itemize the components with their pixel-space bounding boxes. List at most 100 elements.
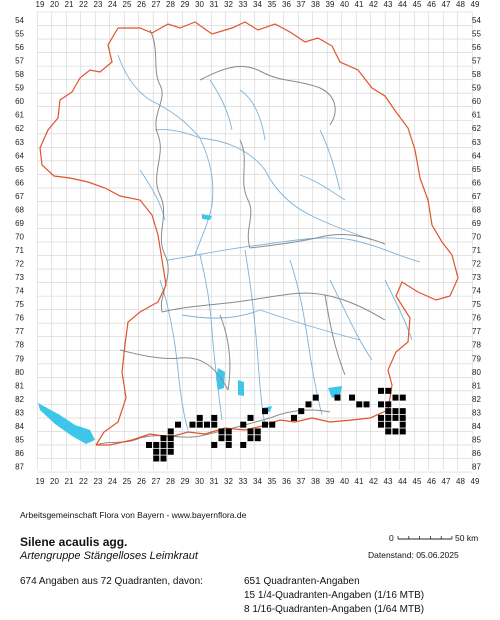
row-label-left: 87	[15, 462, 24, 471]
row-label-right: 67	[472, 192, 481, 201]
col-label-top: 29	[181, 0, 190, 9]
col-label-bottom: 39	[326, 477, 335, 486]
row-label-left: 62	[15, 124, 24, 133]
row-label-left: 76	[15, 314, 24, 323]
row-label-right: 85	[472, 435, 481, 444]
row-label-right: 66	[472, 178, 481, 187]
occurrence-dot	[269, 421, 276, 428]
occurrence-dot	[392, 394, 399, 401]
row-label-left: 77	[15, 327, 24, 336]
state-border-west	[39, 27, 167, 446]
col-label-top: 34	[253, 0, 262, 9]
col-label-top: 28	[166, 0, 175, 9]
species-name: Silene acaulis agg.	[20, 535, 128, 549]
occurrence-dot	[254, 428, 261, 435]
col-label-bottom: 49	[471, 477, 480, 486]
row-label-left: 59	[15, 84, 24, 93]
row-label-right: 68	[472, 205, 481, 214]
occurrence-dot	[262, 421, 268, 428]
row-label-right: 70	[472, 232, 481, 241]
occurrence-dot	[399, 421, 406, 428]
stats-line-3: 8 1/16-Quadranten-Angaben (1/64 MTB)	[244, 604, 425, 615]
col-label-bottom: 23	[94, 477, 103, 486]
row-label-right: 69	[472, 219, 481, 228]
row-label-left: 74	[15, 287, 24, 296]
occurrence-dot	[160, 448, 167, 455]
occurrence-dot	[385, 414, 392, 421]
lakes	[38, 214, 342, 444]
row-label-right: 60	[472, 97, 481, 106]
col-label-bottom: 43	[384, 477, 393, 486]
occurrence-dot	[247, 435, 254, 442]
occurrence-dot	[146, 441, 152, 448]
stats-line-2: 15 1/4-Quadranten-Angaben (1/16 MTB)	[244, 590, 425, 601]
occurrence-dot	[196, 421, 203, 428]
occurrence-dot	[399, 408, 406, 415]
grid-labels: 19 19 20 20 21 21 22 22 23 23 24 24 25 25 26 26 27 27 28 28…	[15, 0, 481, 486]
col-label-bottom: 29	[181, 477, 190, 486]
row-label-right: 87	[472, 462, 481, 471]
row-label-right: 72	[472, 260, 481, 269]
col-label-top: 26	[137, 0, 146, 9]
row-label-right: 86	[472, 449, 481, 458]
col-label-bottom: 48	[456, 477, 465, 486]
occurrence-dot	[225, 441, 232, 448]
occurrence-dot	[378, 421, 384, 428]
occurrence-dot	[225, 435, 232, 442]
col-label-top: 35	[268, 0, 277, 9]
row-label-left: 82	[15, 395, 24, 404]
occurrence-dot	[247, 414, 254, 421]
row-label-right: 74	[472, 287, 481, 296]
col-label-top: 20	[50, 0, 59, 9]
row-label-right: 82	[472, 395, 481, 404]
occurrence-dot	[153, 441, 160, 448]
row-label-right: 77	[472, 327, 481, 336]
row-label-right: 61	[472, 111, 481, 120]
occurrence-dot	[291, 414, 297, 421]
occurrence-dot	[240, 421, 247, 428]
col-label-top: 21	[65, 0, 74, 9]
row-label-left: 58	[15, 70, 24, 79]
row-label-right: 71	[472, 246, 481, 255]
row-label-left: 78	[15, 341, 24, 350]
occurrence-dot	[378, 414, 384, 421]
row-label-left: 79	[15, 354, 24, 363]
occurrence-dot	[385, 387, 392, 394]
row-label-right: 56	[472, 43, 481, 52]
map-credit: Arbeitsgemeinschaft Flora von Bayern - w…	[20, 510, 247, 520]
occurrence-dot	[349, 394, 355, 401]
col-label-bottom: 41	[355, 477, 364, 486]
col-label-top: 23	[94, 0, 103, 9]
col-label-top: 32	[224, 0, 233, 9]
scale-bar	[397, 536, 453, 540]
row-label-right: 57	[472, 57, 481, 66]
occurrence-dot	[399, 428, 406, 435]
row-label-left: 85	[15, 435, 24, 444]
occurrence-dot	[392, 428, 399, 435]
col-label-top: 43	[384, 0, 393, 9]
col-label-top: 22	[79, 0, 88, 9]
occurrence-dot	[312, 394, 319, 401]
row-label-left: 83	[15, 408, 24, 417]
col-label-top: 39	[326, 0, 335, 9]
col-label-top: 45	[413, 0, 422, 9]
col-label-bottom: 44	[398, 477, 407, 486]
occurrence-dot	[378, 401, 384, 408]
occurrence-dot	[211, 441, 218, 448]
scale-zero-label: 0	[389, 533, 394, 543]
col-label-top: 25	[123, 0, 132, 9]
occurrence-dot	[225, 428, 232, 435]
row-label-right: 78	[472, 341, 481, 350]
rivers	[117, 54, 421, 431]
occurrence-dot	[167, 435, 174, 442]
row-label-left: 75	[15, 300, 24, 309]
col-label-top: 30	[195, 0, 204, 9]
row-label-right: 63	[472, 138, 481, 147]
row-label-left: 81	[15, 381, 24, 390]
col-label-top: 27	[152, 0, 161, 9]
row-label-right: 80	[472, 368, 481, 377]
col-label-top: 44	[398, 0, 407, 9]
col-label-bottom: 21	[65, 477, 74, 486]
occurrence-dot	[153, 455, 160, 462]
